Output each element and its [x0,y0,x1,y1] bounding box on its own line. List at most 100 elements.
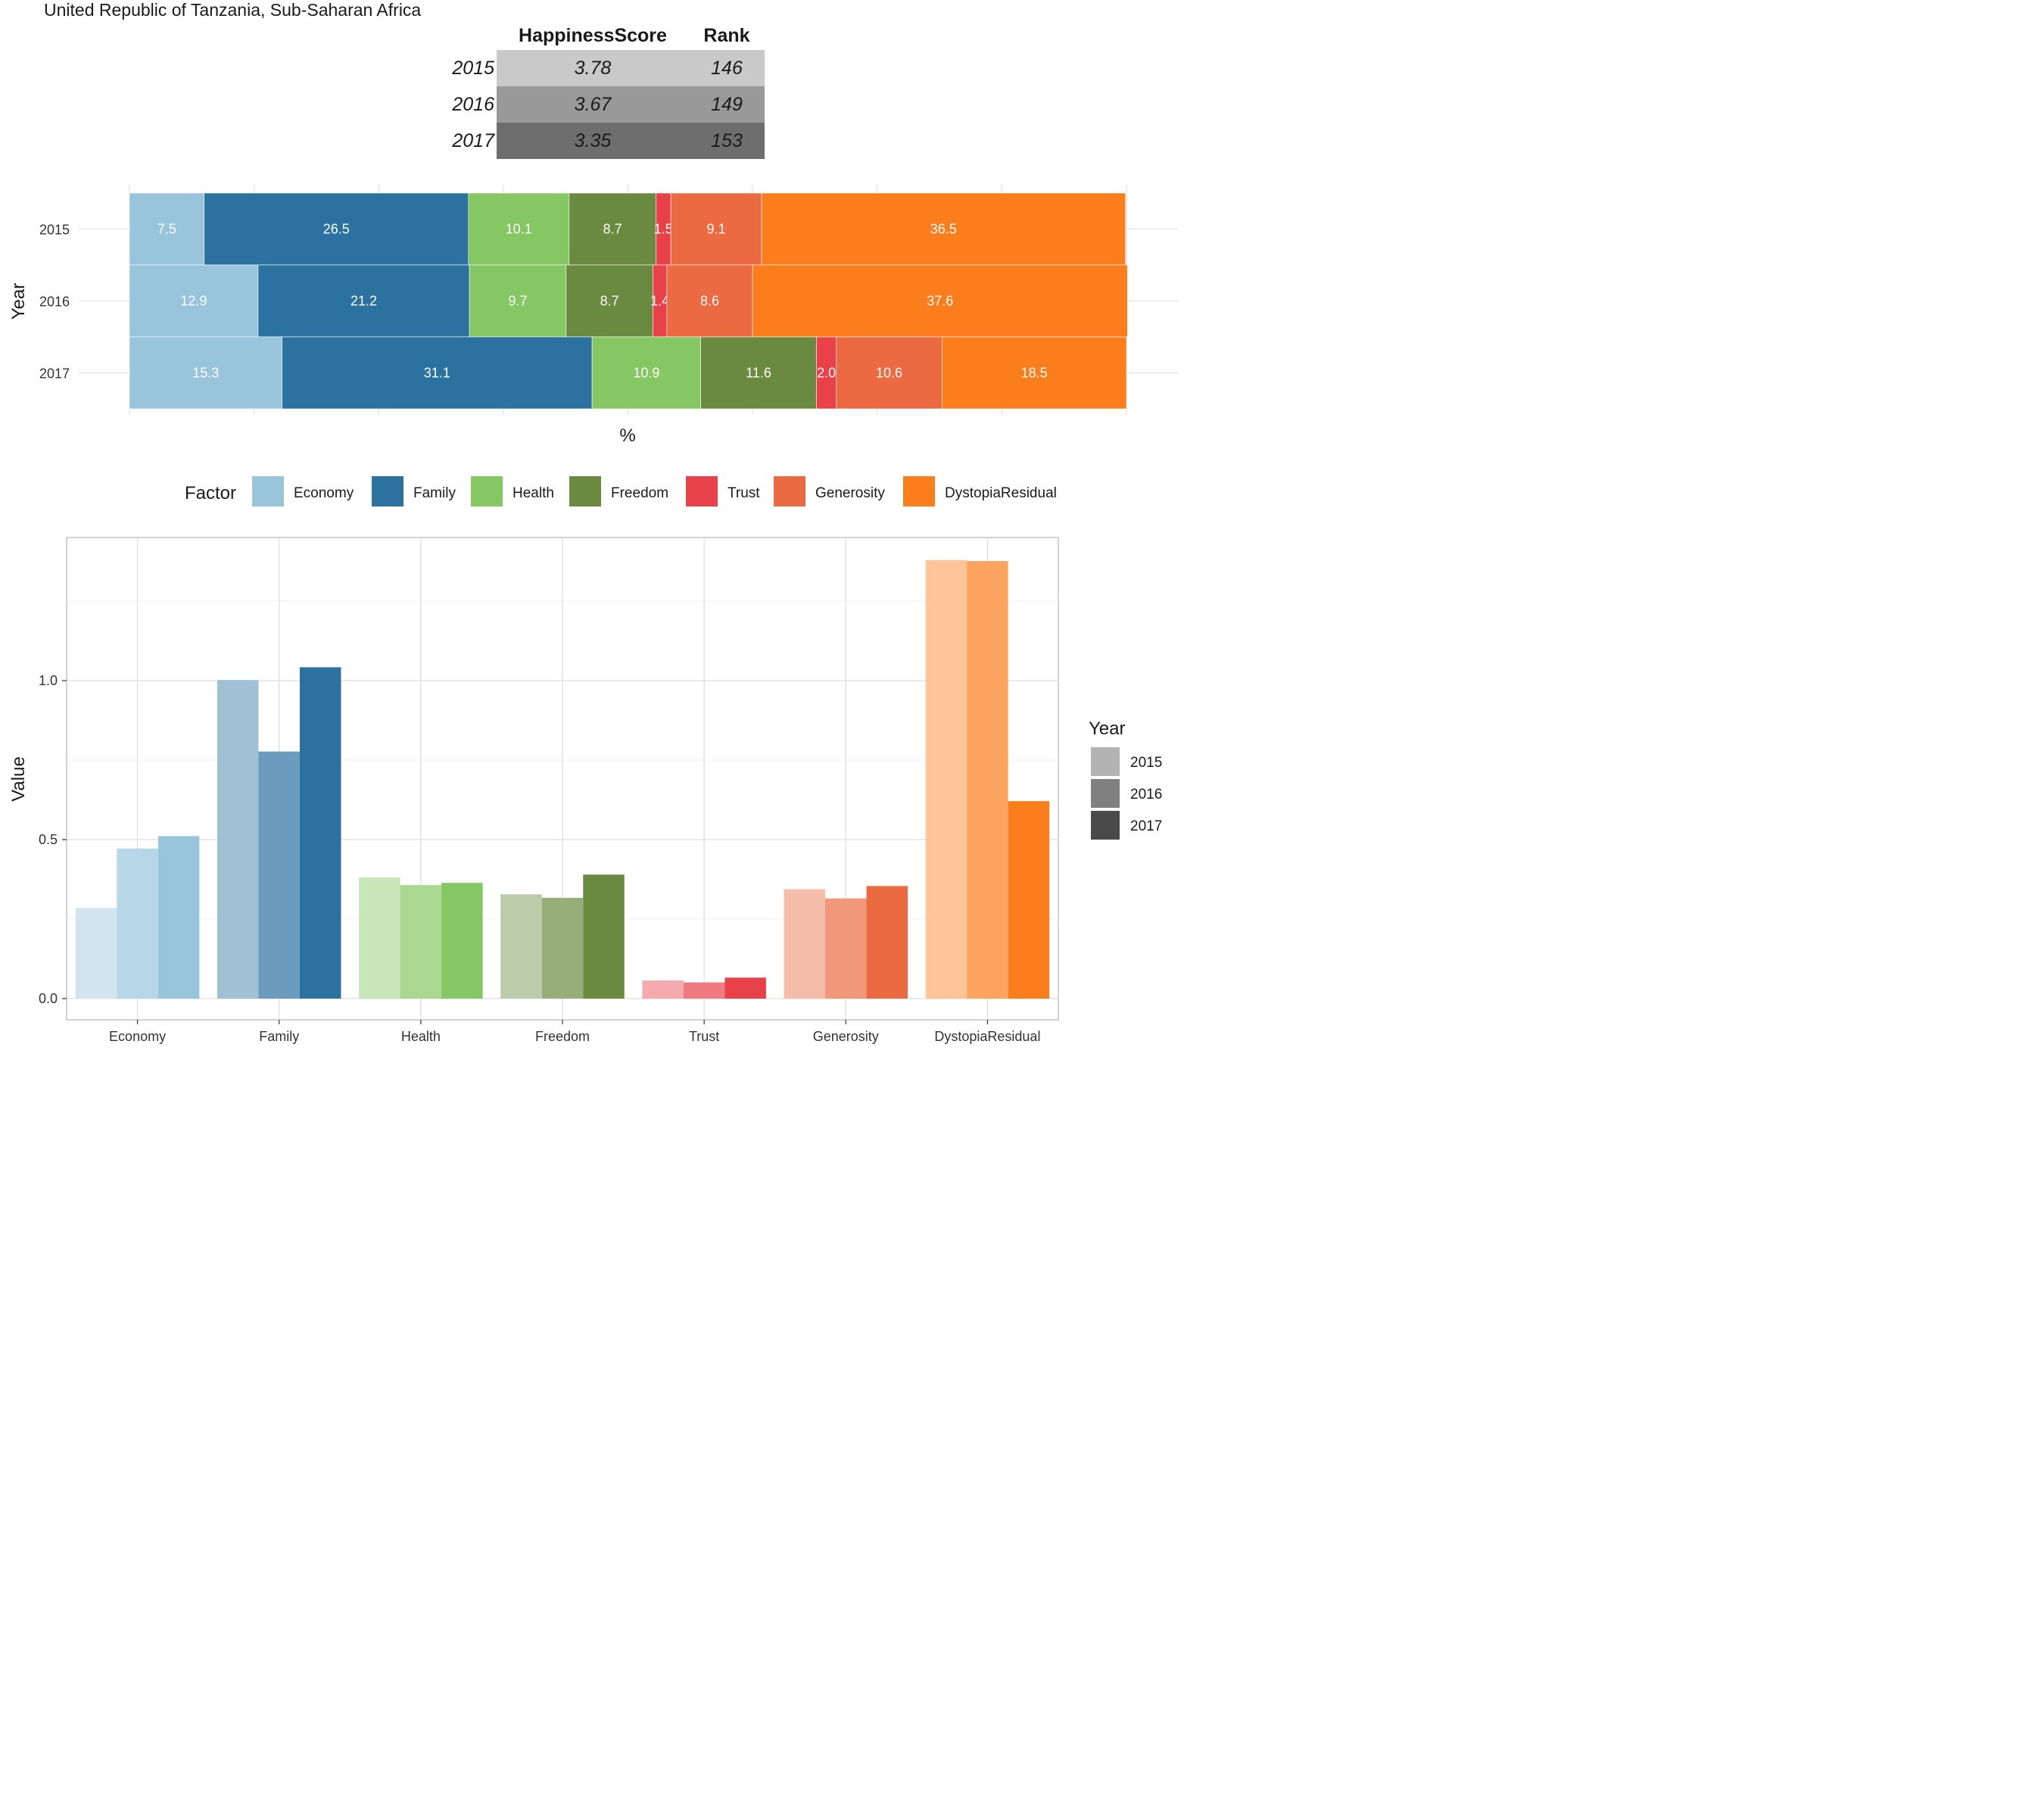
legend-swatch [471,476,503,506]
stacked-segment [566,264,653,338]
legend-swatch [1091,747,1120,776]
legend-title: Factor [185,483,236,503]
legend-swatch [372,476,404,506]
stacked-segment [468,192,570,266]
legend-label: Trust [728,485,760,501]
stacked-segment [257,264,470,338]
value-bar [642,980,684,999]
x-tick-label: Family [259,1029,299,1044]
value-bar [441,883,483,999]
value-bar [866,886,908,999]
value-bar [117,848,158,999]
segment-value-label: 21.2 [351,294,377,309]
x-axis-title: % [619,425,635,446]
value-bar [217,680,259,999]
legend-label: Economy [294,485,354,501]
stacked-segment [761,192,1126,266]
summary-table: HappinessScore Rank 2015 3.78 146 2016 3… [432,21,765,159]
value-bar [583,874,625,999]
legend-label: Generosity [815,485,885,501]
stacked-percent-chart: 7.5 26.5 10.1 8.7 1.5 9.1 36.5 2015 12.9 21.2 9.7 8… [8,185,1178,446]
legend-label: Health [513,485,554,501]
segment-value-label: 18.5 [1021,366,1048,381]
summary-rank: 146 [689,50,765,86]
x-tick-label: Trust [689,1029,719,1044]
value-bar [1008,801,1050,999]
summary-header-rank: Rank [703,24,750,46]
stacked-segment [469,264,567,338]
stacked-segment [670,192,762,266]
legend-swatch [252,476,284,506]
x-tick-label: Health [401,1029,441,1044]
value-bar [157,836,200,999]
y-tick-label: 1.0 [39,673,58,688]
value-bar [925,559,967,999]
stacked-segment [666,264,753,338]
value-bar [258,751,300,999]
stacked-segment [569,192,656,266]
segment-value-label: 8.6 [700,294,719,309]
value-bar [541,897,584,999]
legend-title: Year [1089,718,1126,739]
legend-label: DystopiaResidual [945,485,1057,501]
y-axis-title: Year [8,283,29,320]
value-bar [825,898,867,999]
factor-legend: Factor Economy Family Health Freedom Trust Gen… [185,476,1057,506]
segment-value-label: 10.6 [876,366,902,381]
stacked-segment [836,336,943,410]
stacked-segment [752,264,1128,338]
summary-row: 2017 3.35 153 [432,123,765,159]
value-bar [500,894,542,999]
y-tick-label: 2016 [39,295,70,310]
segment-value-label: 9.7 [508,294,527,309]
value-bar [967,561,1008,999]
segment-value-label: 10.1 [506,222,532,237]
legend-label: 2016 [1130,787,1162,803]
summary-year: 2015 [432,50,497,86]
value-bar [299,667,341,999]
summary-rank: 149 [689,86,765,123]
value-bar [784,889,826,999]
segment-value-label: 15.3 [192,366,219,381]
summary-rank: 153 [689,123,765,159]
summary-score: 3.67 [497,86,689,123]
segment-value-label: 1.5 [654,222,673,237]
summary-score: 3.78 [497,50,689,86]
x-tick-label: Generosity [813,1029,879,1044]
grouped-value-chart: 0.0 0.5 1.0 Economy Family Health Freedom Trust… [8,537,1059,1044]
segment-value-label: 10.9 [633,366,659,381]
segment-value-label: 31.1 [424,366,450,381]
segment-value-label: 37.6 [927,294,953,309]
stacked-segment [129,336,282,410]
segment-value-label: 36.5 [930,222,957,237]
stacked-segment [816,336,837,410]
stacked-segment [129,192,205,266]
y-axis-title: Value [8,756,29,802]
value-bar [400,885,442,999]
stacked-segment [129,264,259,338]
x-tick-label: Economy [109,1029,166,1044]
segment-value-label: 8.7 [603,222,622,237]
legend-label: 2015 [1130,755,1162,771]
value-bar [75,908,117,999]
chart-canvas: 7.5 26.5 10.1 8.7 1.5 9.1 36.5 2015 12.9 21.2 9.7 8… [8,185,1178,1044]
x-tick-label: Freedom [535,1029,590,1044]
y-tick-label: 0.5 [39,832,58,847]
summary-year: 2017 [432,123,497,159]
summary-row: 2016 3.67 149 [432,86,765,123]
segment-value-label: 12.9 [180,294,207,309]
y-tick-label: 0.0 [39,991,58,1006]
summary-header-score: HappinessScore [519,24,667,46]
legend-swatch [569,476,601,506]
stacked-segment [700,336,817,410]
segment-value-label: 9.1 [707,222,726,237]
value-bar [683,982,725,999]
legend-swatch [686,476,718,506]
segment-value-label: 8.7 [600,294,619,309]
legend-label: 2017 [1130,818,1162,834]
segment-value-label: 2.0 [817,366,836,381]
legend-swatch [1091,811,1120,840]
segment-value-label: 11.6 [746,366,771,381]
x-tick-label: DystopiaResidual [934,1029,1040,1044]
